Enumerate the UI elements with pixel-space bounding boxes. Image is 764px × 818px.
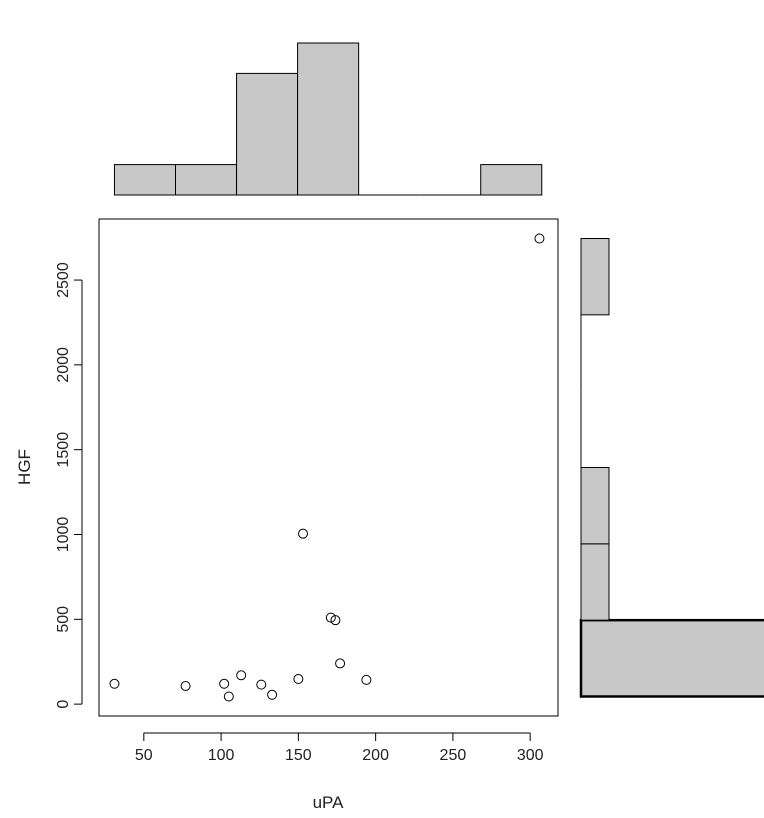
y-tick-label: 500 [55,606,72,633]
y-tick-label: 2000 [55,347,72,383]
y-tick-label: 1000 [55,517,72,553]
x-tick-label: 250 [440,747,467,764]
scatter-points [109,233,545,702]
scatter-point [223,691,234,702]
x-tick-label: 150 [285,747,312,764]
right-hist-bar [580,467,610,545]
top-hist-bar [236,72,299,196]
y-tick-label: 1500 [55,432,72,468]
y-tick-label: 0 [55,700,72,709]
scatter-point [256,679,267,690]
scatter-point [335,658,346,669]
scatter-point [109,678,120,689]
scatter-point [330,615,341,626]
scatter-point [180,680,191,691]
plot-frame [98,218,559,717]
x-axis: 50 100 150 200 250 300 [135,732,544,764]
scatter-point [361,674,372,685]
x-tick-label: 200 [362,747,389,764]
scatter-point [325,612,336,623]
right-hist-bar [579,618,764,698]
scatter-point [298,528,308,539]
x-axis-label: uPA [313,793,345,812]
right-histogram [579,238,764,698]
y-tick-label: 2500 [55,262,72,298]
right-hist-bar [580,543,610,621]
top-histogram [113,42,543,196]
top-hist-bar [480,164,543,196]
x-tick-label: 100 [208,747,235,764]
scatter-point [219,678,230,689]
x-tick-label: 300 [517,747,544,764]
scatter-point [236,670,247,681]
x-tick-label: 50 [135,747,153,764]
scatter-point [293,674,304,685]
scatter-point [534,233,545,244]
scatter-point [267,689,278,700]
y-axis: 0 500 1000 1500 2000 2500 [55,262,83,709]
y-axis-label: HGF [15,449,34,485]
scatter-plot: 50 100 150 200 250 300 0 500 1000 1500 2000 2500 u… [15,218,559,812]
top-hist-bar [113,164,176,196]
top-hist-bar [297,42,360,196]
right-hist-bar [580,238,610,316]
top-hist-bar [175,164,238,196]
